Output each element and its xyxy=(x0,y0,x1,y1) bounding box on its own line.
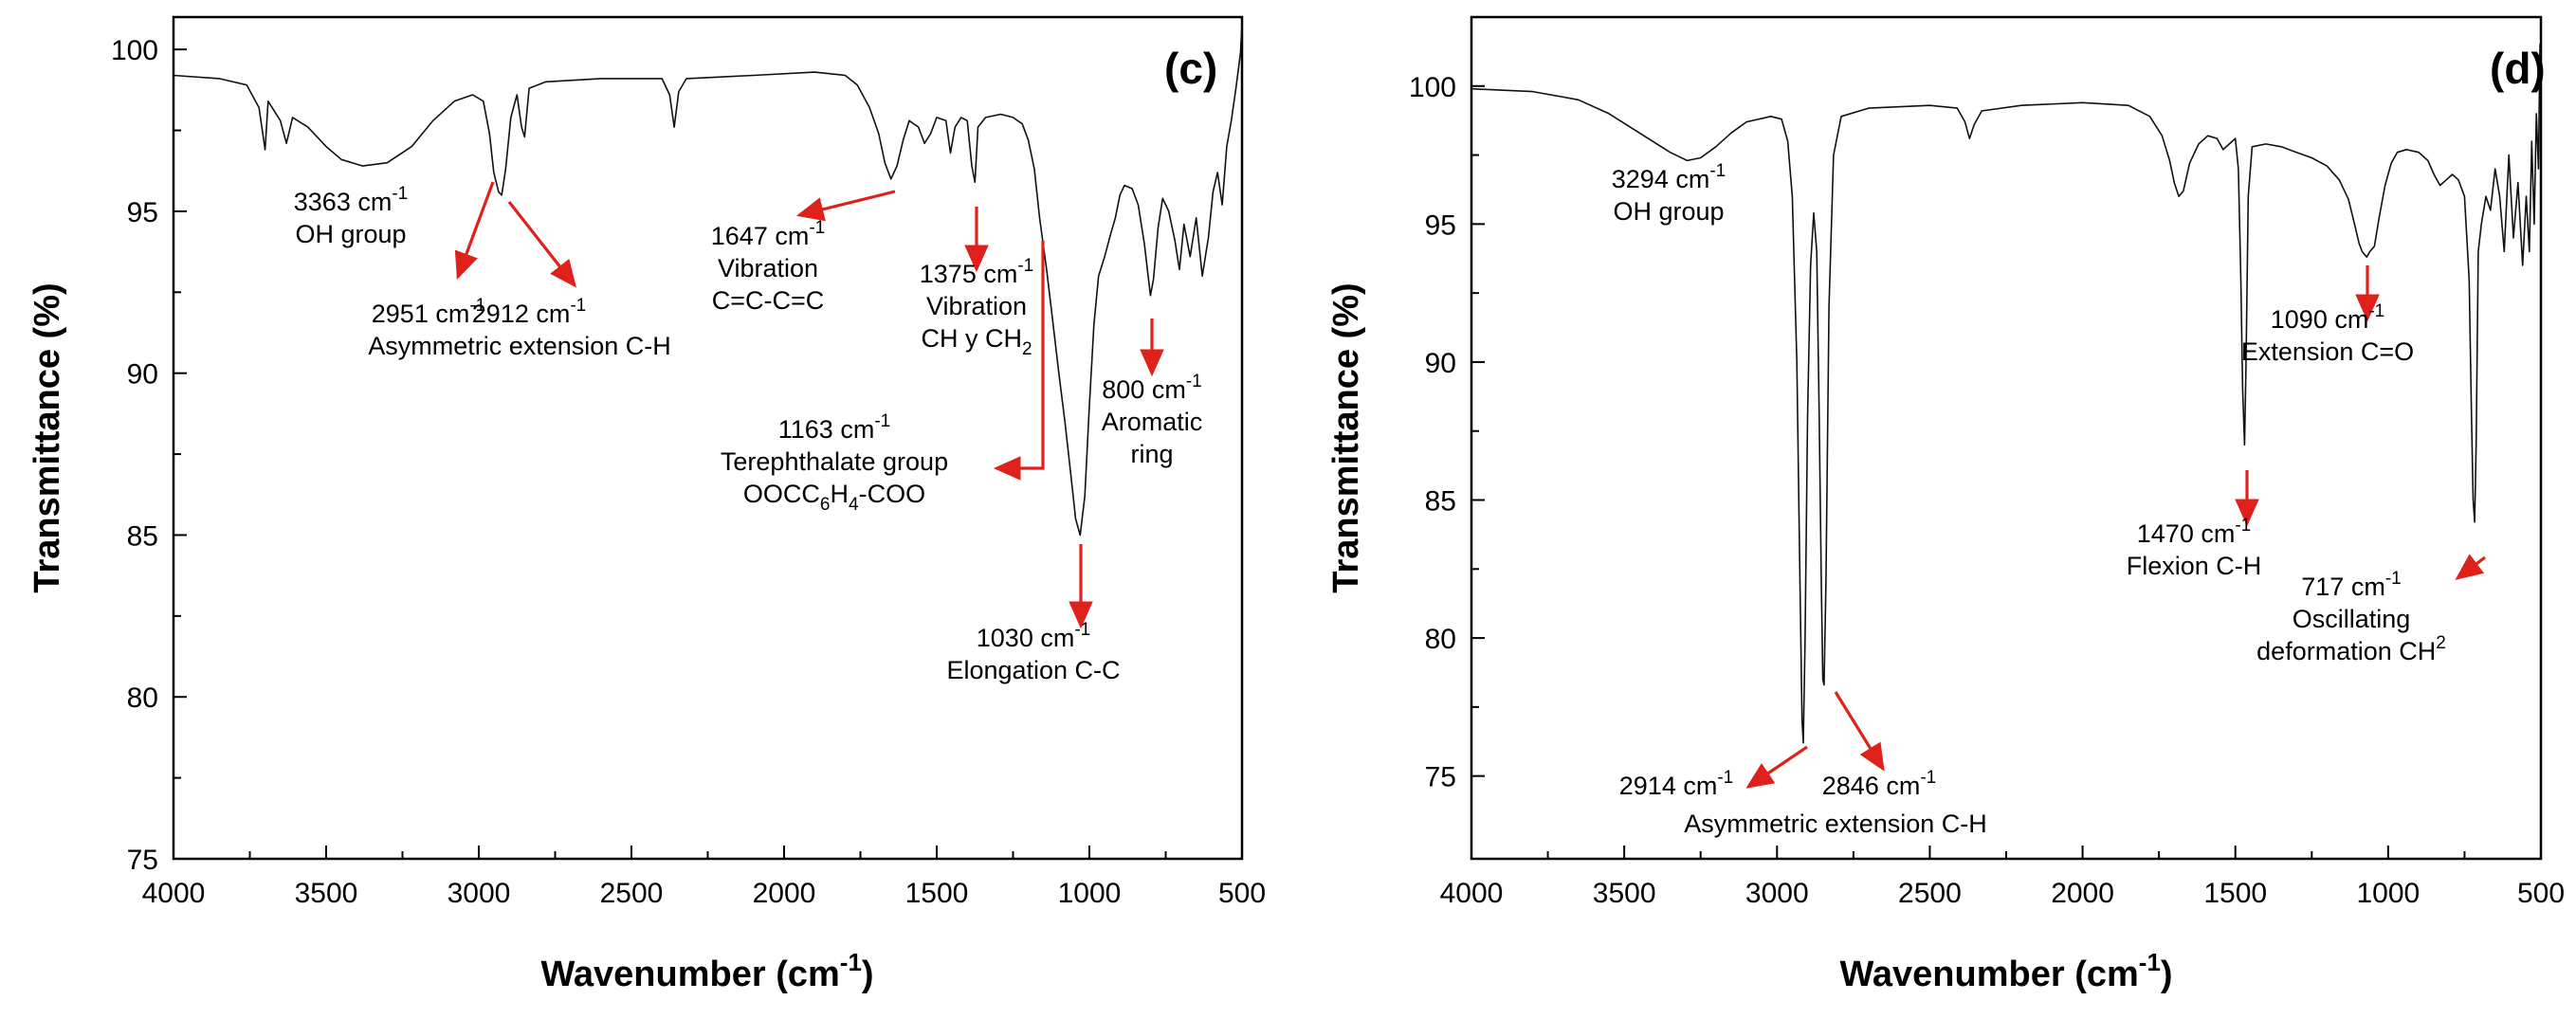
annotation-line: 2914 cm-1​ xyxy=(1619,768,1733,800)
annotation-label: 2951 cm-1​ xyxy=(372,296,485,328)
annotation-line: Aromatic xyxy=(1102,408,1203,436)
annotation-arrow xyxy=(1745,745,1808,789)
x-tick-label: 2000 xyxy=(2051,878,2114,909)
annotation-label: 1163 cm-1​ Terephthalate group OOCC6​H4​-C… xyxy=(721,411,948,515)
y-tick-label: 100 xyxy=(1409,72,1456,103)
annotation-line: Flexion C-H xyxy=(2127,552,2262,580)
y-tick-label: 95 xyxy=(127,197,158,228)
x-tick-label: 1500 xyxy=(2203,878,2267,909)
annotation-label: 800 cm-1​ Aromatic ring xyxy=(1102,372,1203,468)
annotation-arrow xyxy=(795,190,896,222)
x-tick-label: 4000 xyxy=(1440,878,1504,909)
annotation-line: 717 cm-1​ xyxy=(2301,569,2401,601)
y-tick-label: 90 xyxy=(1425,348,1456,379)
annotation-line: OH group xyxy=(295,220,406,248)
y-tick-label: 100 xyxy=(111,35,158,66)
annotation-label: 1030 cm-1​ Elongation C-C xyxy=(946,620,1120,684)
annotation-arrow xyxy=(507,201,576,288)
series-line-spectrum xyxy=(173,23,1243,537)
x-axis-title: Wavenumber (cm-1) xyxy=(1839,948,2172,994)
annotation-label: 1090 cm-1​ Extension C=O xyxy=(2241,301,2414,366)
annotation-label: 3294 cm-1​ OH group xyxy=(1612,161,1726,226)
y-tick-label: 80 xyxy=(1425,624,1456,655)
annotation-label: 2912 cm-1​ xyxy=(472,296,586,328)
plot-frame xyxy=(1470,15,2543,861)
x-tick-label: 2500 xyxy=(1898,878,1962,909)
x-tick-label: 3000 xyxy=(1745,878,1809,909)
x-axis-title: Wavenumber (cm-1) xyxy=(540,948,873,994)
annotation-line: 1375 cm-1​ xyxy=(920,256,1033,288)
x-tick-label: 500 xyxy=(1218,878,1266,909)
annotation-line: Asymmetric extension C-H xyxy=(368,332,671,360)
annotation-line: 1470 cm-1​ xyxy=(2137,516,2251,548)
y-axis-title: Transmittance (%) xyxy=(1326,282,1366,592)
x-tick-label: 3500 xyxy=(295,878,358,909)
x-tick-label: 2000 xyxy=(753,878,816,909)
chart-panel-d: 4000 3500 3000 2500 2000 1500 1000 500 75 80 85 90 9… xyxy=(1326,15,2565,994)
series-line-spectrum xyxy=(1471,44,2542,744)
annotation-line: Elongation C-C xyxy=(946,656,1120,684)
x-tick-label: 500 xyxy=(2517,878,2565,909)
annotation-line: 3294 cm-1​ xyxy=(1612,161,1726,193)
annotation-arrow xyxy=(454,181,495,281)
annotation-arrow xyxy=(2455,554,2486,580)
x-tick-label: 3000 xyxy=(448,878,511,909)
annotation-label: 2914 cm-1​ xyxy=(1619,768,1733,800)
annotation-line: OOCC6​H4​-COO xyxy=(743,480,925,515)
annotation-label: Asymmetric extension C-H xyxy=(1684,810,1987,838)
x-tick-label: 1000 xyxy=(1058,878,1122,909)
annotation-label: 2846 cm-1​ xyxy=(1822,768,1936,800)
chart-panel-c: 4000 3500 3000 2500 2000 1500 1000 500 75 80 85 90 9… xyxy=(27,15,1266,994)
annotation-line: Terephthalate group xyxy=(721,447,948,476)
annotation-line: 3363 cm-1​ xyxy=(294,184,408,216)
annotation-label: Asymmetric extension C-H xyxy=(368,332,671,360)
annotation-line: CH y CH2​ xyxy=(921,324,1032,359)
x-tick-label: 4000 xyxy=(142,878,206,909)
y-tick-label: 75 xyxy=(1425,762,1456,793)
annotation-line: deformation CH2​ xyxy=(2256,633,2446,665)
y-tick-label: 80 xyxy=(127,682,158,714)
annotation-line: 1090 cm-1​ xyxy=(2271,301,2384,334)
panel-label: (c) xyxy=(1164,44,1217,93)
y-tick-label: 85 xyxy=(1425,486,1456,518)
x-tick-label: 2500 xyxy=(600,878,664,909)
annotation-label: 1470 cm-1​ Flexion C-H xyxy=(2127,516,2262,580)
x-tick-label: 1500 xyxy=(905,878,969,909)
annotation-arrow xyxy=(1834,691,1885,772)
annotation-line: Asymmetric extension C-H xyxy=(1684,810,1987,838)
annotation-line: Oscillating xyxy=(2293,605,2411,633)
annotation-line: 2951 cm-1​ xyxy=(372,296,485,328)
annotation-line: OH group xyxy=(1613,197,1724,226)
y-tick-label: 95 xyxy=(1425,209,1456,241)
annotation-line: 1647 cm-1​ xyxy=(711,218,825,250)
annotation-line: 1030 cm-1​ xyxy=(977,620,1090,652)
annotation-line: 1163 cm-1​ xyxy=(778,411,890,444)
annotation-label: 1375 cm-1​ Vibration CH y CH2​ xyxy=(920,256,1033,359)
annotation-line: 2846 cm-1​ xyxy=(1822,768,1936,800)
annotation-label: 1647 cm-1​ Vibration C=C-C=C xyxy=(711,218,825,315)
annotation-line: Vibration xyxy=(926,292,1027,320)
y-tick-label: 85 xyxy=(127,520,158,552)
annotation-label: 3363 cm-1​ OH group xyxy=(294,184,408,248)
x-tick-label: 3500 xyxy=(1593,878,1656,909)
x-tick-label: 1000 xyxy=(2356,878,2420,909)
y-tick-label: 90 xyxy=(127,359,158,391)
y-axis-title: Transmittance (%) xyxy=(27,282,67,592)
panel-label: (d) xyxy=(2490,44,2546,93)
annotation-line: C=C-C=C xyxy=(712,286,825,315)
annotation-line: 2912 cm-1​ xyxy=(472,296,586,328)
plot-frame xyxy=(172,15,1244,861)
annotation-line: 800 cm-1​ xyxy=(1102,372,1201,404)
annotation-line: Extension C=O xyxy=(2241,337,2414,366)
y-tick-label: 75 xyxy=(127,845,158,876)
annotation-arrow xyxy=(993,241,1045,481)
annotation-line: Vibration xyxy=(718,254,818,282)
annotation-line: ring xyxy=(1130,440,1173,468)
